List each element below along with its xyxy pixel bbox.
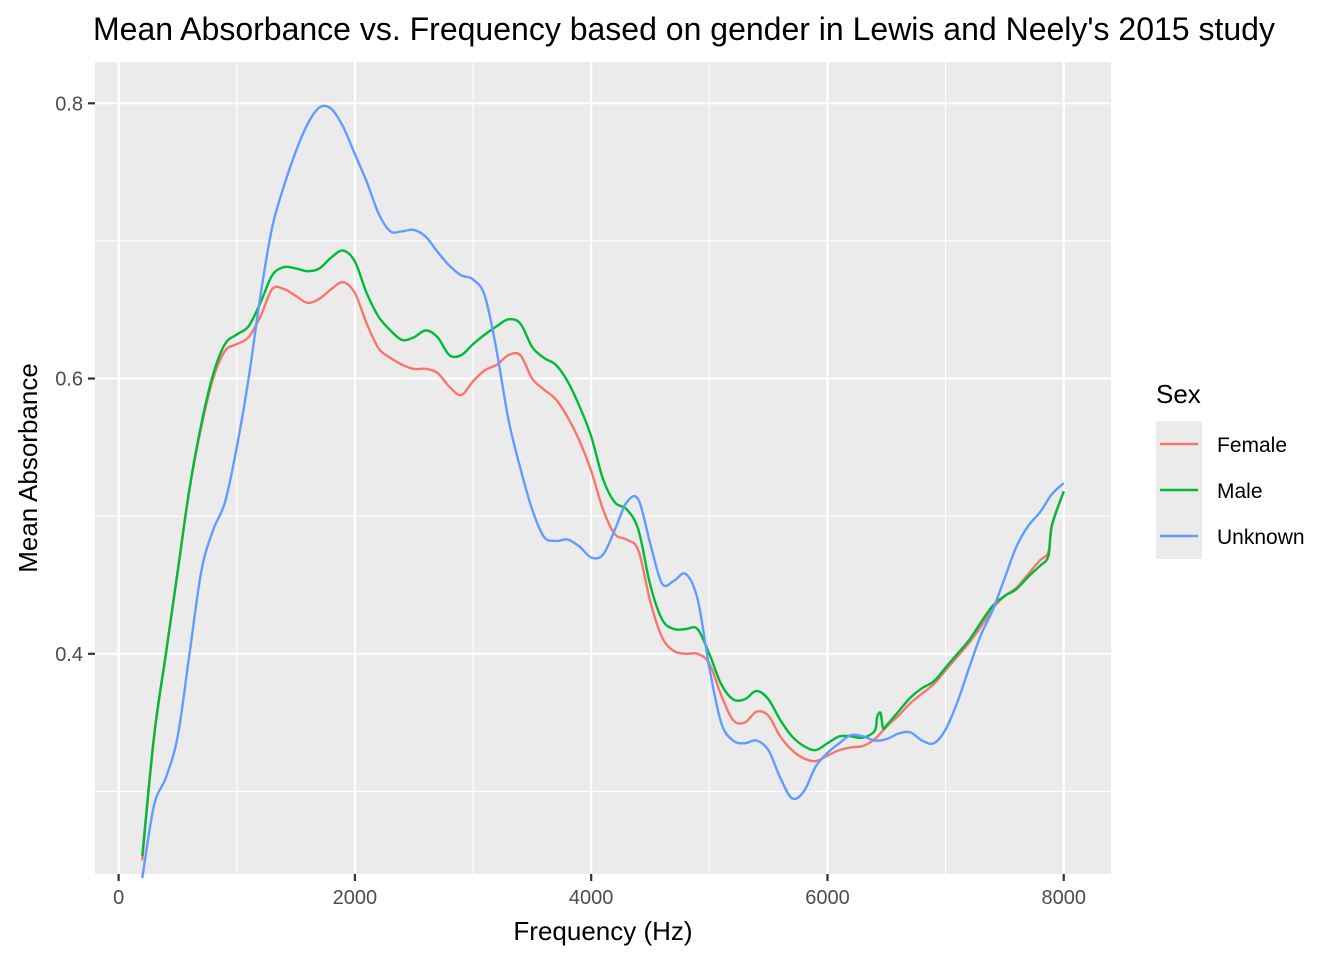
- legend-label-male: Male: [1217, 480, 1263, 503]
- plot-panel: [95, 62, 1111, 874]
- x-tick-label: 8000: [1041, 887, 1086, 909]
- x-tick-label: 6000: [805, 887, 850, 909]
- legend-label-female: Female: [1217, 434, 1287, 457]
- y-tick-label: 0.6: [55, 369, 83, 391]
- series-line-male: [141, 249, 1065, 857]
- series-line-female: [141, 280, 1065, 861]
- chart-title: Mean Absorbance vs. Frequency based on g…: [93, 11, 1275, 47]
- legend-label-unknown: Unknown: [1217, 526, 1305, 549]
- y-tick-label: 0.8: [55, 93, 83, 115]
- legend: Sex Female Male Unknown: [1156, 379, 1305, 559]
- x-tick-label: 4000: [569, 887, 614, 909]
- series-layer: [141, 104, 1065, 879]
- legend-title: Sex: [1156, 379, 1201, 409]
- x-axis-label: Frequency (Hz): [513, 916, 692, 946]
- axes: 0 2000 4000 6000 8000 0.4 0.6 0.8: [55, 93, 1086, 909]
- y-tick-label: 0.4: [55, 644, 83, 666]
- x-tick-label: 2000: [333, 887, 378, 909]
- x-tick-label: 0: [113, 887, 124, 909]
- y-axis-label: Mean Absorbance: [13, 363, 43, 573]
- series-line-unknown: [141, 104, 1065, 879]
